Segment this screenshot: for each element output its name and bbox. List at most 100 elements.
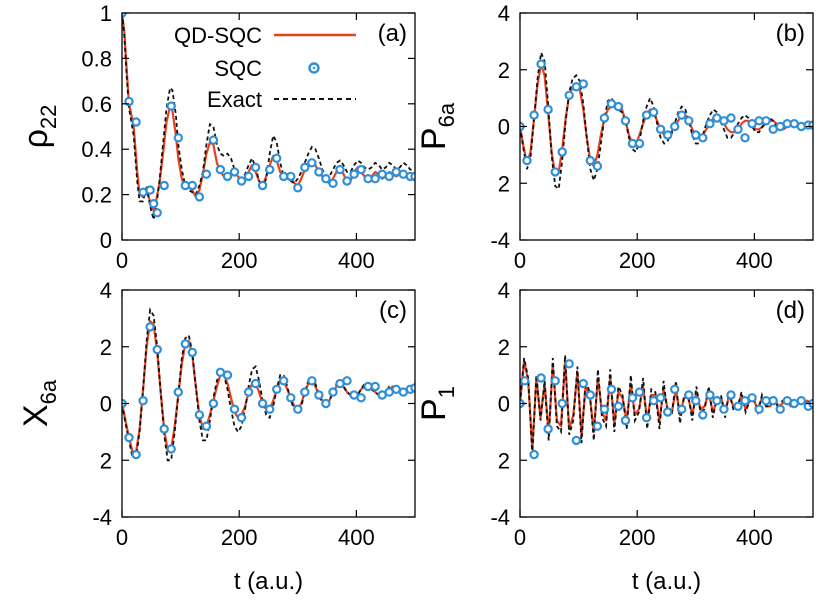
panel-c-sqc-point [222, 370, 233, 380]
panel-c-sqc-point [180, 339, 190, 349]
panel-d-sqc-point [719, 404, 729, 414]
panel-d-plot-area [520, 355, 813, 460]
legend-label-exact: Exact [207, 87, 262, 112]
panel-c-sqc-point [243, 387, 254, 397]
panel-b: 0 200 400 -4 2 0 2 4 P6a (b) [415, 1, 814, 273]
panel-c-ytick-label: 2 [100, 335, 112, 360]
panel-b-sqc-point [536, 59, 546, 69]
panel-a-ytick-label: 0.2 [81, 183, 112, 208]
panel-b-ytick-label: 4 [498, 1, 510, 26]
panel-c-xtick-label: 0 [116, 525, 128, 550]
panel-d-sqc-point [520, 376, 530, 386]
panel-d-sqc-point [775, 404, 785, 414]
panel-d-sqc-point [641, 413, 652, 423]
panel-b-sqc-point [684, 116, 694, 126]
panel-d-sqc-point [571, 435, 582, 446]
panel-a-sqc-point [243, 171, 254, 182]
panel-a-xtick-label: 400 [338, 248, 375, 273]
panel-a-sqc-point [384, 171, 394, 182]
panel-b-sqc-point [557, 147, 567, 157]
panel-c-sqc-point [250, 378, 261, 389]
panel-d-sqc-point [691, 396, 701, 406]
panel-b-sqc-point [663, 130, 673, 140]
panel-d-label: (d) [776, 297, 805, 324]
panel-a-ytick-label: 0.6 [81, 92, 112, 117]
panel-d-sqc-point [747, 393, 757, 403]
panel-a-sqc-point [201, 169, 212, 179]
panel-a-sqc-point [215, 164, 226, 175]
panel-c-ytick-label: 0 [100, 392, 112, 417]
panel-d-ylabel-sub: 1 [434, 386, 459, 398]
panel-d-sqc-point [698, 410, 708, 420]
panel-d-xtick-label: 200 [619, 525, 656, 550]
panel-b-sqc-point [550, 167, 560, 177]
panel-c-sqc-point [138, 396, 148, 406]
panel-a-sqc-point [286, 171, 296, 182]
panel-d-ytick-label: 0 [498, 392, 510, 417]
panel-c-xtick-label: 200 [221, 525, 258, 550]
panel-d-ylabel-base: P [415, 398, 453, 421]
panel-c-ytick-label: 4 [100, 278, 112, 303]
panel-c-sqc-point [124, 432, 134, 443]
panel-b-ytick-label: 0 [498, 115, 510, 140]
panel-b-xtick-label: 0 [514, 248, 526, 273]
panel-c-sqc-point [257, 398, 268, 409]
panel-c: 0 200 400 -4 2 0 2 4 X6a t (a.u.) (c) [17, 278, 416, 595]
panel-a-xtick-label: 200 [221, 248, 258, 273]
panel-d-sqc-point [564, 359, 574, 369]
panel-c-sqc-point [307, 376, 317, 386]
panel-c-label: (c) [379, 297, 407, 324]
panel-a-sqc-point [194, 192, 205, 202]
panel-b-label: (b) [776, 20, 805, 47]
panel-a-label: (a) [378, 20, 407, 47]
panel-b-ytick-label: 2 [498, 171, 510, 196]
panel-a-sqc-point [145, 185, 155, 195]
panel-c-sqc-point [342, 376, 352, 386]
panel-c-sqc-point [145, 322, 155, 332]
panel-a-sqc-point [222, 171, 233, 182]
panel-b-sqc-point [592, 161, 603, 171]
panel-a-sqc-point [321, 173, 331, 184]
panel-d-sqc-point [705, 390, 715, 400]
panel-c-sqc-point [293, 404, 303, 414]
panel-d-sqc-point [543, 424, 553, 434]
panel-c-sqc-point [321, 398, 331, 409]
panel-a-sqc-point [236, 176, 247, 186]
panel-d-sqc-point [768, 396, 778, 406]
panel-d-sqc-point [592, 421, 603, 431]
panel-d-sqc-point [585, 390, 596, 400]
panel-b-sqc-point [620, 116, 631, 126]
panel-d-sqc-point [712, 396, 722, 406]
panel-a: 0 200 400 0 0.2 0.4 0.6 0.8 1 ρ22 (a) [17, 1, 416, 273]
panel-c-sqc-point [201, 421, 212, 431]
panel-a-sqc-point [159, 180, 169, 191]
panel-a-ytick-label: 0.8 [81, 46, 112, 71]
panel-a-ylabel-base: ρ [17, 129, 55, 148]
panel-c-ytick-label: -4 [92, 505, 112, 530]
panel-c-sqc-point [208, 398, 219, 409]
panel-a-ytick-label: 0.4 [81, 137, 112, 162]
panel-b-sqc-point [599, 113, 610, 123]
panel-d-sqc-point [627, 393, 638, 403]
panel-b-sqc-point [740, 133, 750, 143]
panel-d-sqc-point [536, 373, 546, 383]
panel-c-ylabel-base: X [17, 404, 55, 427]
panel-d-sqc-point [606, 384, 617, 394]
panel-a-sqc-point [314, 167, 324, 177]
panel-a-sqc-point [300, 162, 310, 173]
panel-a-sqc-point [349, 169, 359, 179]
panel-b-plot-area [520, 49, 813, 191]
panel-d-sqc-point [634, 387, 645, 397]
panel-a-plot-area [122, 13, 415, 220]
panel-c-sqc-point [194, 410, 205, 420]
panel-c-sqc-point [229, 404, 240, 414]
panel-c-sqc-point [166, 444, 176, 454]
panel-c-sqc-point [370, 381, 380, 392]
panel-c-sqc-point [173, 387, 183, 397]
panel-a-xtick-label: 0 [116, 248, 128, 273]
panel-b-ytick-label: 2 [498, 58, 510, 83]
panel-b-sqc-point [578, 79, 589, 89]
panel-a-sqc-point [173, 133, 183, 143]
panel-d-ylabel: P1 [415, 386, 459, 421]
panel-a-sqc-point [257, 180, 268, 191]
